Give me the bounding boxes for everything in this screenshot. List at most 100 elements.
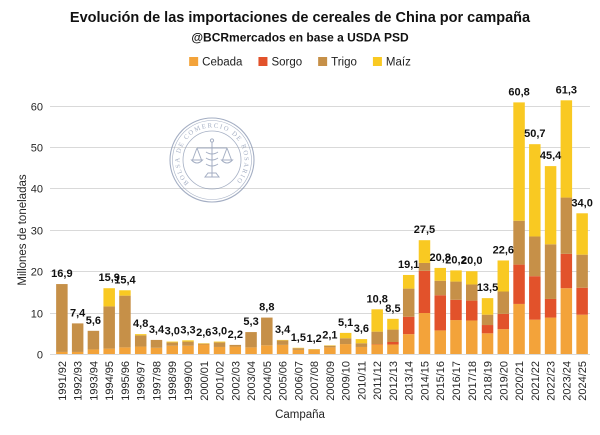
bar-stack-1996-97: [134, 334, 147, 354]
bar-trigo-2015-16: [434, 280, 446, 296]
bar-stack-1995-96: [119, 290, 131, 354]
bar-stack-2017-18: [466, 271, 478, 354]
data-label-2021-22: 50,7: [524, 128, 545, 140]
bar-stack-2024-25: [576, 213, 588, 354]
bar-trigo-2024-25: [576, 254, 588, 288]
bar-stack-1999-00: [182, 340, 194, 354]
bar-cebada-2005-06: [276, 344, 289, 354]
data-label-2009-10: 5,1: [338, 317, 353, 329]
bar-stack-2003-04: [245, 332, 257, 354]
bar-sorgo-2023-24: [560, 253, 573, 289]
bar-stack-2022-23: [544, 166, 557, 354]
bar-cebada-2023-24: [560, 288, 573, 354]
data-label-1992-93: 7,4: [70, 307, 86, 319]
chart-title: Evolución de las importaciones de cereal…: [70, 10, 531, 26]
bar-trigo-1991-92: [56, 284, 68, 352]
y-tick-label-60: 60: [31, 102, 43, 114]
bar-sorgo-2013-14: [402, 316, 415, 335]
bar-trigo-2000-01: [198, 343, 210, 345]
bar-stack-2007-08: [308, 349, 320, 354]
bar-stack-2004-05: [261, 317, 273, 354]
x-tick-label-2024-25: 2024/25: [577, 361, 589, 401]
data-label-2014-15: 27,5: [414, 224, 435, 236]
data-label-2024-25: 34,0: [571, 197, 592, 209]
data-label-1996-97: 4,8: [133, 318, 148, 330]
bar-stack-2010-11: [355, 339, 368, 354]
x-tick-label-2012-13: 2012/13: [388, 361, 400, 401]
bar-stack-2016-17: [450, 270, 462, 354]
bar-maiz-2022-23: [544, 166, 557, 245]
bar-trigo-2012-13: [387, 329, 399, 342]
seal-inner-ring: [182, 130, 242, 190]
bar-cebada-2015-16: [434, 330, 446, 354]
x-tick-label-2008-09: 2008/09: [325, 361, 337, 401]
bar-cebada-2003-04: [245, 347, 257, 354]
data-label-1993-94: 5,6: [86, 315, 101, 327]
legend-swatch-cebada: [189, 57, 199, 66]
x-tick-label-2020-21: 2020/21: [514, 361, 526, 401]
x-axis-title: Campaña: [275, 409, 325, 421]
bar-stack-1998-99: [166, 341, 178, 354]
x-tick-label-2018-19: 2018/19: [483, 361, 495, 401]
x-tick-label-2006-07: 2006/07: [293, 361, 305, 401]
bar-cebada-2007-08: [308, 349, 320, 354]
legend-swatch-trigo: [318, 57, 328, 66]
legend: Cebada Sorgo Trigo Maíz: [189, 57, 411, 69]
bar-sorgo-2024-25: [576, 287, 588, 315]
x-tick-label-2011-12: 2011/12: [372, 361, 384, 400]
x-tick-label-2017-18: 2017/18: [467, 361, 479, 401]
x-tick-label-1992-93: 1992/93: [73, 361, 85, 401]
data-label-2001-02: 3,0: [212, 326, 227, 338]
bar-maiz-2013-14: [402, 274, 415, 289]
bar-trigo-2003-04: [245, 332, 257, 348]
bar-sorgo-2018-19: [481, 325, 494, 334]
bar-stack-2000-01: [198, 343, 210, 354]
bar-cebada-2017-18: [466, 320, 478, 354]
data-label-2019-20: 22,6: [493, 244, 514, 256]
seal-outer-ring: [169, 117, 255, 203]
y-tick-label-10: 10: [31, 309, 43, 321]
bar-trigo-2010-11: [355, 343, 368, 347]
bar-maiz-2018-19: [481, 298, 494, 315]
bar-maiz-1996-97: [134, 334, 147, 336]
bar-cebada-2010-11: [355, 346, 368, 354]
x-tick-label-2002-03: 2002/03: [230, 361, 242, 401]
bar-cebada-1997-98: [150, 347, 163, 354]
data-label-1999-00: 3,3: [180, 324, 195, 336]
data-label-2022-23: 45,4: [540, 150, 562, 162]
bar-trigo-1992-93: [71, 323, 84, 352]
y-tick-label-20: 20: [31, 267, 43, 279]
x-tick-label-2000-01: 2000/01: [199, 361, 211, 401]
x-tick-label-2015-16: 2015/16: [435, 361, 447, 401]
bar-cebada-2000-01: [198, 344, 210, 354]
bar-sorgo-2012-13: [387, 342, 399, 345]
bar-cebada-1995-96: [119, 347, 131, 354]
bar-trigo-1999-00: [182, 341, 194, 346]
bar-trigo-2013-14: [402, 288, 415, 317]
bar-cebada-2018-19: [481, 333, 494, 354]
bar-cebada-2021-22: [529, 319, 541, 354]
bar-maiz-1995-96: [119, 290, 131, 296]
bar-maiz-2009-10: [339, 332, 352, 339]
bar-maiz-2016-17: [450, 270, 462, 282]
watermark-seal: BOLSA DE COMERCIO DE ROSARIO: [169, 117, 255, 203]
x-tick-label-2022-23: 2022/23: [546, 361, 558, 401]
bar-maiz-2014-15: [418, 240, 431, 263]
bar-stack-2023-24: [560, 100, 573, 354]
y-tick-labels: 0 10 20 30 40 50 60: [31, 102, 43, 362]
data-label-2018-19: 13,5: [477, 282, 498, 294]
legend-label-sorgo: Sorgo: [271, 57, 302, 69]
bar-sorgo-2016-17: [450, 299, 462, 321]
bar-cebada-1999-00: [182, 345, 194, 354]
bar-cebada-1998-99: [166, 345, 178, 354]
y-tick-label-0: 0: [37, 350, 43, 362]
bar-stack-1993-94: [87, 330, 100, 354]
bar-cebada-2008-09: [324, 347, 336, 354]
x-tick-label-2021-22: 2021/22: [530, 361, 542, 401]
bar-trigo-2021-22: [529, 236, 541, 277]
bar-sorgo-2022-23: [544, 298, 557, 318]
bar-stack-2008-09: [324, 345, 336, 354]
bar-sorgo-2015-16: [434, 295, 446, 331]
x-tick-label-2010-11: 2010/11: [356, 361, 368, 400]
x-tick-label-2005-06: 2005/06: [278, 361, 290, 401]
